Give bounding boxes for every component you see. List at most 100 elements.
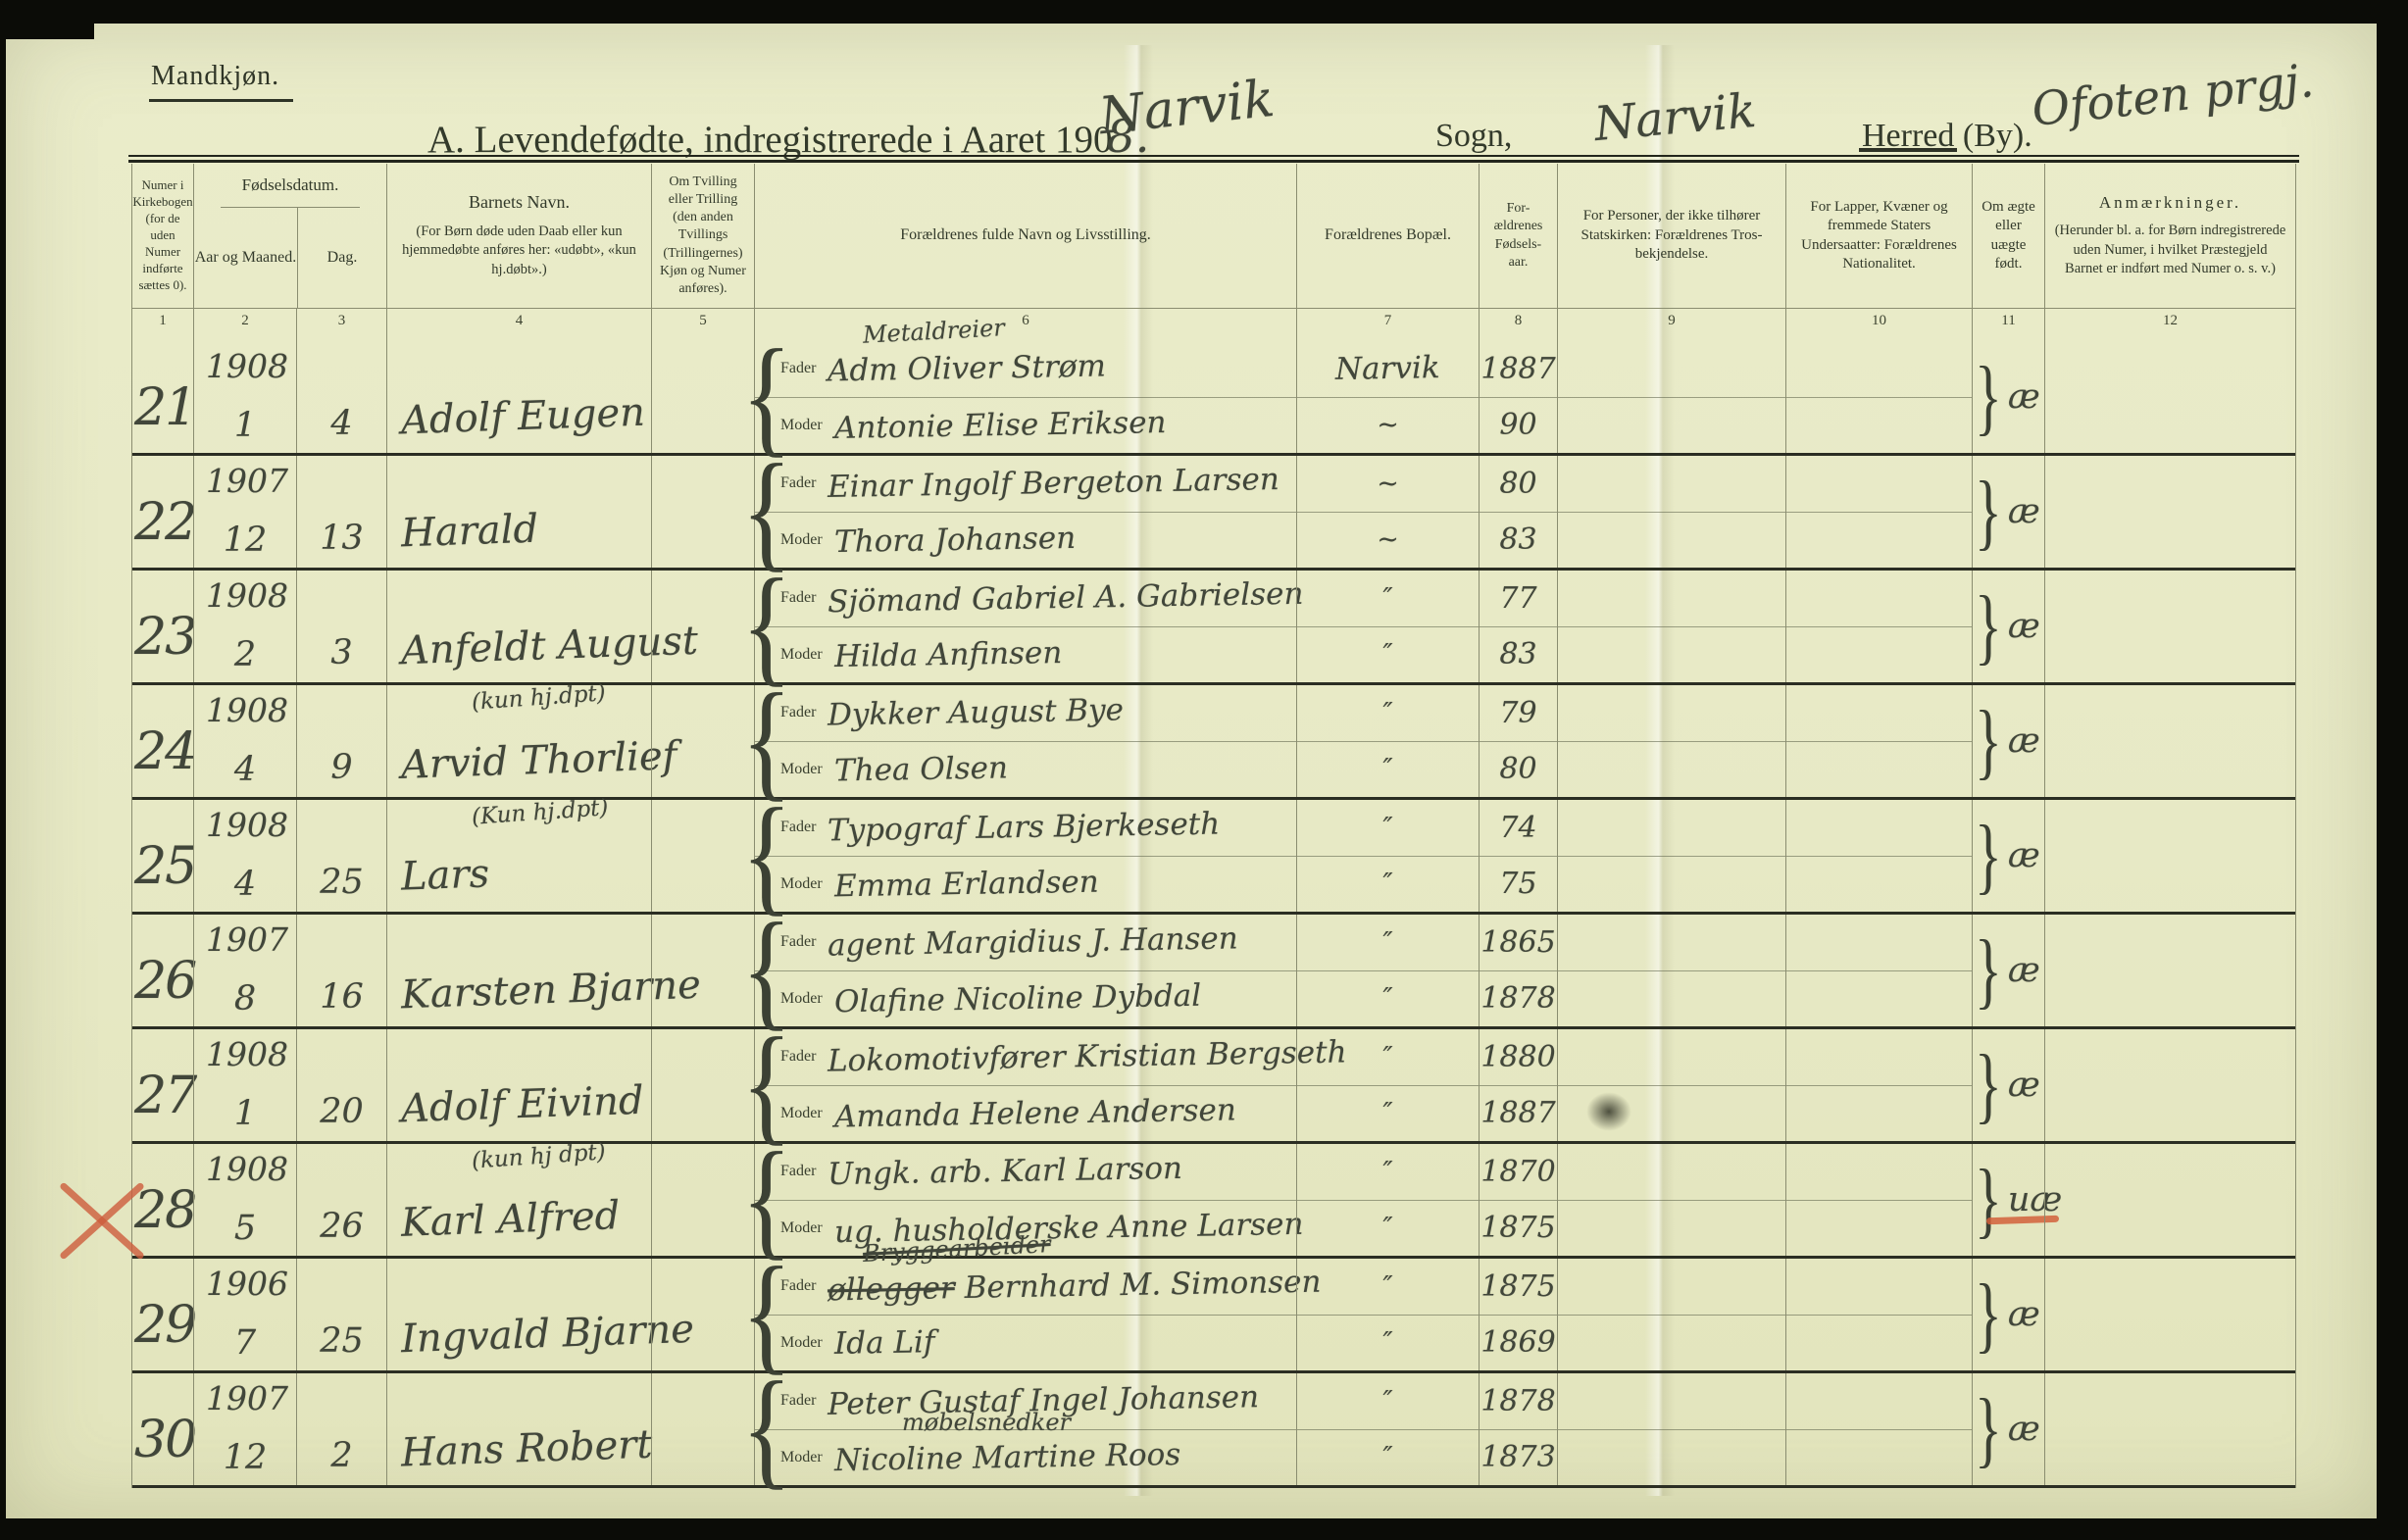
mother-half: Moder Antonie Elise Eriksen <box>755 398 1296 454</box>
column-header-2: Aar og Maaned. <box>194 249 297 266</box>
cell-birth-day: 2 <box>296 1373 386 1485</box>
column-header-9: For Personer, der ikke tilhører Statskir… <box>1557 164 1785 308</box>
cell-twin <box>651 341 754 453</box>
father-name: øllegger Bernhard M. Simonsen <box>828 1264 1323 1309</box>
record-number: 21 <box>134 378 197 437</box>
father-name: Typograf Lars Bjerkeseth <box>828 806 1221 849</box>
residence-value: ~ <box>1377 524 1399 556</box>
cell-twin <box>651 915 754 1026</box>
birth-month: 12 <box>223 1438 268 1477</box>
father-half: Fader agent Margidius J. Hansen <box>755 915 1296 971</box>
cell-number: 22 <box>132 456 197 568</box>
mother-birthyear: 75 <box>1480 857 1557 913</box>
column-header-12: Anmærkninger. (Herunder bl. a. for Børn … <box>2044 164 2295 308</box>
legitimacy-brace: } <box>1975 1380 2002 1476</box>
cell-religion <box>1557 571 1785 682</box>
residence-value: ″ <box>1382 1156 1393 1187</box>
birth-year: 1908 <box>206 1035 288 1073</box>
mother-name: Amanda Helene Andersen <box>833 1092 1236 1135</box>
cell-remarks <box>2044 1373 2295 1485</box>
birthyear-value: 1870 <box>1480 1154 1556 1189</box>
cell-twin <box>651 456 754 568</box>
column-number-8: 8 <box>1479 309 1557 341</box>
birth-year: 1907 <box>206 1379 288 1417</box>
cell-parents-birthyear: 1878 1873 <box>1479 1373 1557 1485</box>
page-title: A. Levendefødte, indregistrerede i Aaret… <box>427 110 1149 163</box>
residence-value: ″ <box>1382 1385 1393 1416</box>
moder-label: Moder <box>780 760 823 777</box>
birth-day: 25 <box>320 1321 364 1361</box>
cell-birth-year-month: 1908 2 <box>193 571 296 682</box>
moder-label: Moder <box>780 530 823 548</box>
table-row: 29 1906 7 25 Ingvald Bjarne{Bryggearbeider Fa… <box>132 1230 2295 1380</box>
cell-twin <box>651 685 754 797</box>
father-name: Adm Oliver Strøm <box>828 348 1107 389</box>
residence-father: ″ <box>1297 1029 1479 1086</box>
cell-religion <box>1557 1259 1785 1370</box>
residence-value: Narvik <box>1334 350 1441 388</box>
mother-name: Thea Olsen <box>833 750 1008 789</box>
birth-month: 4 <box>233 865 257 904</box>
cell-parents-birthyear: 1880 1887 <box>1479 1029 1557 1141</box>
fader-moder-brace: { <box>741 1126 792 1272</box>
mother-birthyear: 83 <box>1480 627 1557 683</box>
father-birthyear: 79 <box>1480 685 1557 742</box>
father-birthyear: 77 <box>1480 571 1557 627</box>
cell-residence: ″ ″ <box>1296 685 1479 797</box>
cell-religion <box>1557 1373 1785 1485</box>
cell-birth-day: 9 <box>296 685 386 797</box>
birthyear-value: 83 <box>1499 637 1537 672</box>
residence-mother: ″ <box>1297 971 1479 1027</box>
cell-child-name: Adolf Eugen <box>386 341 651 453</box>
father-half: Fader Lokomotivfører Kristian Bergseth <box>755 1029 1347 1086</box>
cell-religion <box>1557 915 1785 1026</box>
fader-moder-brace: { <box>741 897 792 1043</box>
fader-moder-brace: { <box>741 323 792 470</box>
photo-edge-corner <box>0 0 94 39</box>
cell-legitimacy: } æ <box>1972 1029 2044 1141</box>
father-half: Fader Dykker August Bye <box>755 685 1296 742</box>
father-birthyear: 1865 <box>1480 915 1557 971</box>
cell-birth-year-month: 1908 5 <box>193 1144 296 1256</box>
cell-birth-year-month: 1907 12 <box>193 1373 296 1485</box>
cell-residence: Narvik ~ <box>1296 341 1479 453</box>
fader-label: Fader <box>780 360 817 377</box>
residence-mother: ″ <box>1297 742 1479 798</box>
residence-mother: ″ <box>1297 1316 1479 1371</box>
cell-residence: ″ ″ <box>1296 1029 1479 1141</box>
residence-value: ″ <box>1382 812 1393 843</box>
cell-child-name: Ingvald Bjarne <box>386 1259 695 1370</box>
birthyear-value: 83 <box>1499 522 1537 558</box>
birth-year: 1908 <box>206 576 288 615</box>
table-row: 21 1908 1 4 Adolf Eugen{Metaldreier Fader Adm … <box>132 314 2295 463</box>
mother-name: Ida Lif <box>833 1323 935 1362</box>
column-header-7: Forældrenes Bopæl. <box>1296 164 1479 308</box>
residence-mother: ″ <box>1297 627 1479 683</box>
cell-parents-birthyear: 80 83 <box>1479 456 1557 568</box>
table-row: 24 1908 4 9 (kun hj.dpt) Arvid Thorlief{Fader… <box>132 674 2295 807</box>
legitimacy-value: æ <box>2007 377 2040 417</box>
table-row: 28 1908 5 26 (kun hj dpt) Karl Alfred{Fader Un… <box>132 1133 2295 1266</box>
cell-parents: {Fader Ungk. arb. Karl Larson Moder ug. hus… <box>741 1133 1303 1266</box>
birthyear-value: 74 <box>1499 810 1537 845</box>
fader-moder-brace: { <box>741 668 792 814</box>
birthyear-value: 1878 <box>1480 981 1556 1017</box>
page-title-printed: A. Levendefødte, indregistrerede i Aaret… <box>427 119 1113 161</box>
father-occupation-below: møbelsnedker <box>902 1409 1072 1436</box>
residence-value: ″ <box>1382 1270 1393 1302</box>
father-half: Fader Ungk. arb. Karl Larson <box>755 1144 1296 1201</box>
cell-legitimacy: } æ <box>1972 1259 2044 1370</box>
cell-nationality <box>1785 456 1972 568</box>
cell-birth-day: 20 <box>296 1029 386 1141</box>
sogn-label: Sogn, <box>1435 118 1513 154</box>
mother-birthyear: 1887 <box>1480 1086 1557 1142</box>
residence-mother: ″ <box>1297 1086 1479 1142</box>
birth-year: 1908 <box>206 806 288 844</box>
legitimacy-brace: } <box>1975 921 2002 1018</box>
cell-birth-day: 25 <box>296 1259 386 1370</box>
column-number-7: 7 <box>1296 309 1479 341</box>
column-header-10: For Lapper, Kvæner og fremmede Staters U… <box>1785 164 1972 308</box>
fader-label: Fader <box>780 933 817 951</box>
residence-father: ″ <box>1297 800 1479 857</box>
cell-parents-birthyear: 1875 1869 <box>1479 1259 1557 1370</box>
